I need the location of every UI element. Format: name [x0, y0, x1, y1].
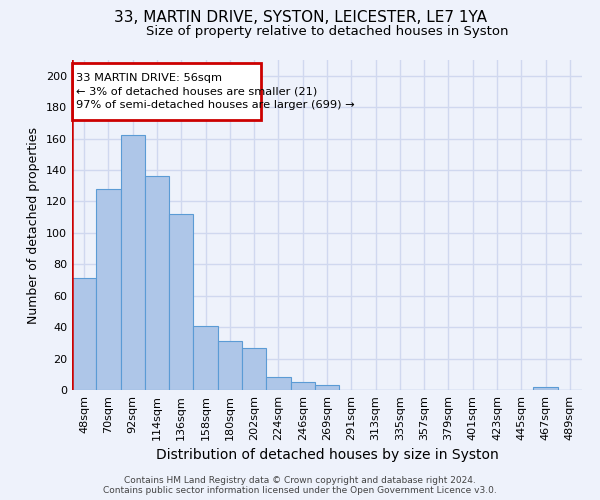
Bar [533, 387, 558, 390]
Bar [266, 378, 290, 390]
Bar [242, 348, 266, 390]
Bar [218, 342, 242, 390]
Bar [145, 176, 169, 390]
Y-axis label: Number of detached properties: Number of detached properties [28, 126, 40, 324]
Text: Contains HM Land Registry data © Crown copyright and database right 2024.
Contai: Contains HM Land Registry data © Crown c… [103, 476, 497, 495]
Bar [290, 382, 315, 390]
Bar [193, 326, 218, 390]
Title: Size of property relative to detached houses in Syston: Size of property relative to detached ho… [146, 25, 508, 38]
Bar [169, 214, 193, 390]
FancyBboxPatch shape [72, 63, 262, 120]
Bar [121, 136, 145, 390]
Bar [315, 386, 339, 390]
Text: 33 MARTIN DRIVE: 56sqm
← 3% of detached houses are smaller (21)
97% of semi-deta: 33 MARTIN DRIVE: 56sqm ← 3% of detached … [76, 73, 354, 110]
X-axis label: Distribution of detached houses by size in Syston: Distribution of detached houses by size … [155, 448, 499, 462]
Bar [72, 278, 96, 390]
Text: 33, MARTIN DRIVE, SYSTON, LEICESTER, LE7 1YA: 33, MARTIN DRIVE, SYSTON, LEICESTER, LE7… [113, 10, 487, 25]
Bar [96, 189, 121, 390]
